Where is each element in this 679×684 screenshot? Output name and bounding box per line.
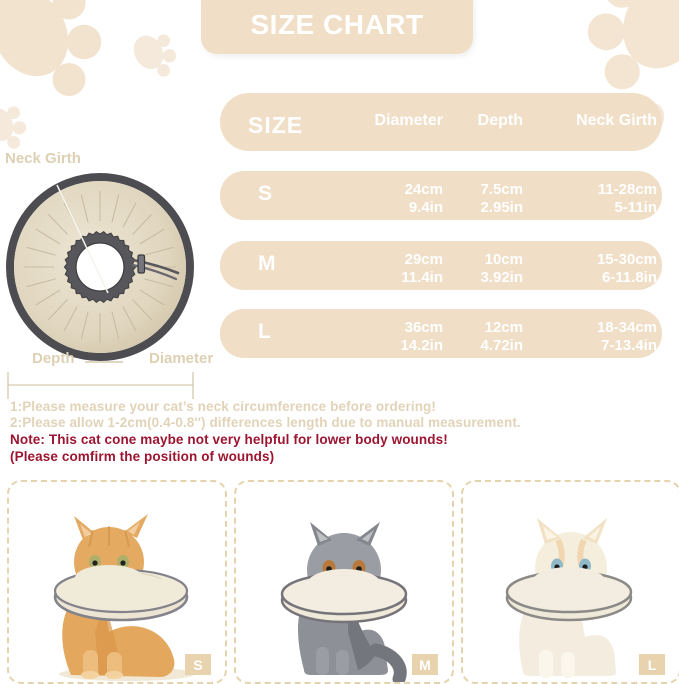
svg-text:M: M — [419, 657, 431, 673]
svg-text:L: L — [648, 657, 657, 673]
svg-text:S: S — [193, 657, 202, 673]
